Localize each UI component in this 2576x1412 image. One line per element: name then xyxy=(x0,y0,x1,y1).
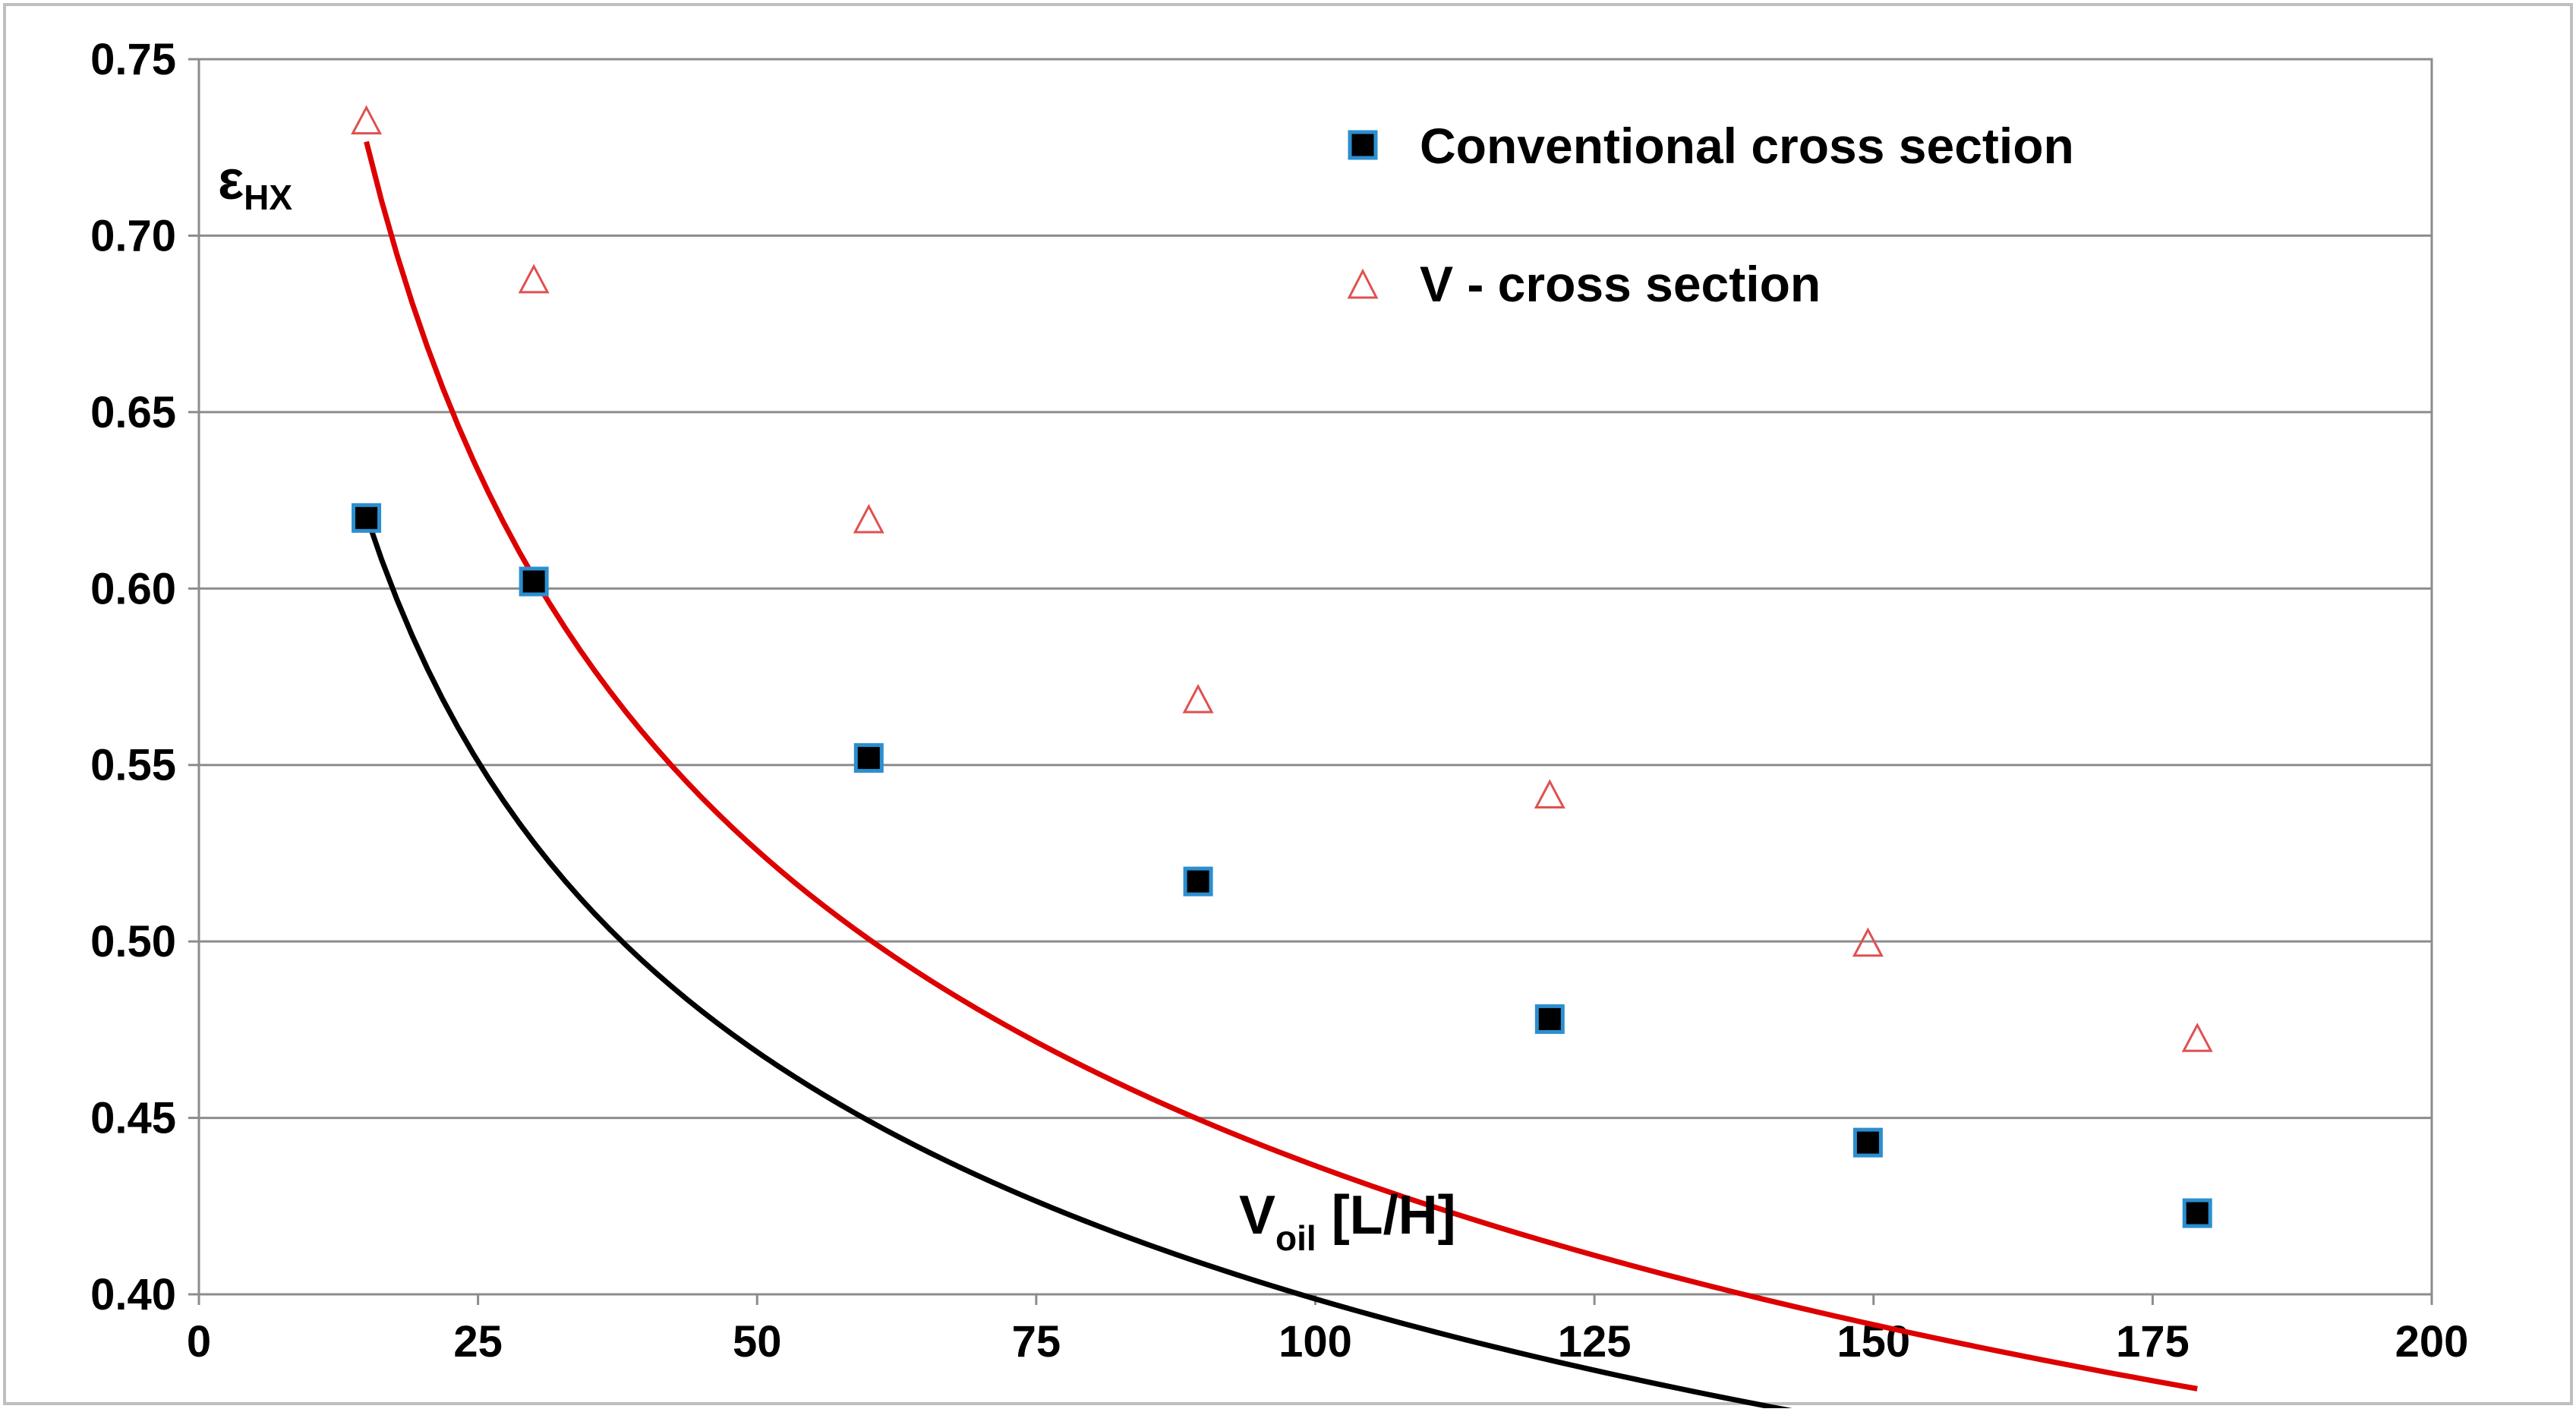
y-axis-title-main: ε xyxy=(218,150,244,211)
y-tick-label: 0.60 xyxy=(90,564,176,613)
data-point-conventional xyxy=(853,742,884,773)
data-point-conventional xyxy=(2182,1198,2212,1228)
y-tick-label: 0.65 xyxy=(90,388,176,437)
x-tick-label: 0 xyxy=(187,1317,211,1366)
y-tick-label: 0.55 xyxy=(90,741,176,790)
x-tick-label: 75 xyxy=(1012,1317,1061,1366)
x-tick-label: 125 xyxy=(1558,1317,1632,1366)
chart-frame xyxy=(3,3,2573,1405)
x-axis-title-suffix: [L/H] xyxy=(1316,1185,1456,1246)
x-tick-label: 50 xyxy=(733,1317,782,1366)
data-point-conventional xyxy=(1852,1127,1883,1158)
data-point-v-section xyxy=(1534,779,1565,809)
trend-layer xyxy=(364,140,2198,1412)
x-axis-title-main: V xyxy=(1239,1185,1275,1246)
data-point-conventional xyxy=(1534,1004,1565,1034)
tick-layer: 0.40 0.45 0.50 0.55 0.60 0.65 0.70 0.75 0 25 50 75 1… xyxy=(90,35,2468,1366)
trendline-series-1 xyxy=(364,140,2198,1392)
y-tick-label: 0.70 xyxy=(90,211,176,260)
data-point-v-section xyxy=(518,263,550,294)
trendline-series-0 xyxy=(364,514,1813,1412)
x-axis-title: Voil [L/H] xyxy=(1239,1185,1456,1258)
y-tick-label: 0.50 xyxy=(90,917,176,966)
data-point-v-section xyxy=(2181,1023,2213,1052)
legend-marker-conventional xyxy=(1348,130,1378,160)
x-tick-label: 175 xyxy=(2116,1317,2190,1366)
x-axis-title-subscript: oil xyxy=(1275,1218,1316,1258)
y-tick-label: 0.75 xyxy=(90,35,176,84)
y-tick-label: 0.40 xyxy=(90,1270,176,1319)
data-point-conventional xyxy=(1183,866,1213,897)
y-axis-title-subscript: HX xyxy=(244,178,292,217)
x-tick-label: 100 xyxy=(1279,1317,1352,1366)
data-point-v-section xyxy=(853,503,884,534)
data-point-v-section xyxy=(351,105,383,135)
data-point-conventional xyxy=(352,503,382,533)
marker-layer xyxy=(351,105,2213,1228)
legend: Conventional cross section V - cross sec… xyxy=(1347,118,2074,312)
y-axis-title: εHX xyxy=(218,150,292,217)
legend-label-v-section: V - cross section xyxy=(1420,256,1821,312)
legend-marker-v-section xyxy=(1347,268,1379,299)
grid-layer xyxy=(199,234,2432,1120)
legend-label-conventional: Conventional cross section xyxy=(1420,118,2074,174)
y-tick-label: 0.45 xyxy=(90,1094,176,1143)
x-tick-label: 200 xyxy=(2395,1317,2469,1366)
data-point-v-section xyxy=(1852,927,1884,957)
data-point-conventional xyxy=(519,566,549,597)
x-tick-label: 25 xyxy=(453,1317,503,1366)
data-point-v-section xyxy=(1182,683,1214,714)
